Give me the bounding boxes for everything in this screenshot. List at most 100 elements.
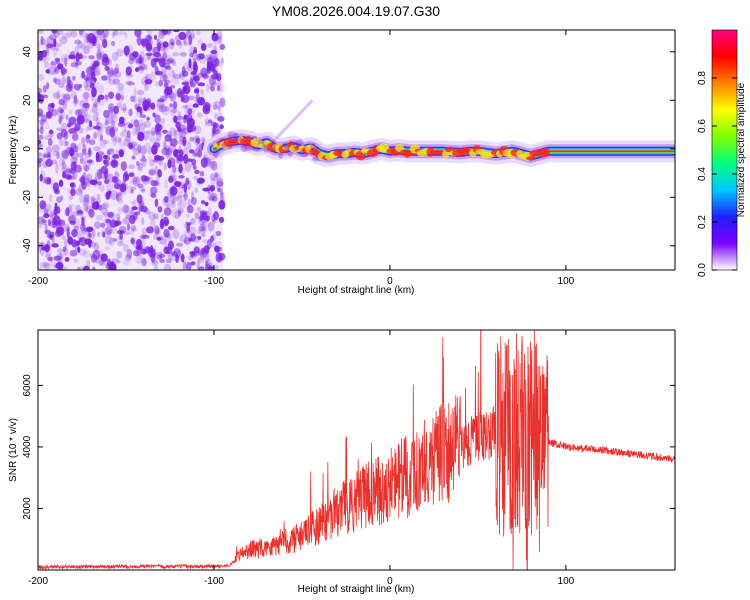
- noise-blob: [213, 57, 220, 67]
- noise-blob: [192, 152, 198, 157]
- noise-blob: [76, 109, 84, 117]
- faint-streak: [274, 99, 314, 141]
- noise-blob: [162, 73, 168, 83]
- noise-blob: [214, 264, 219, 270]
- noise-blob: [154, 198, 159, 208]
- noise-blob: [39, 156, 46, 161]
- spectrogram-panel: -200 -100 0 100 40 20 0 -20 -40 Height of strai…: [8, 29, 676, 296]
- noise-blob: [204, 105, 212, 115]
- noise-blob: [204, 157, 212, 167]
- noise-blob: [105, 182, 114, 191]
- noise-blob: [87, 199, 92, 205]
- noise-blob: [178, 128, 187, 139]
- noise-blob: [176, 115, 184, 121]
- colorbar: 0.0 0.2 0.4 0.6 0.8 Normalized spectral ampl…: [697, 29, 747, 277]
- noise-blob: [118, 142, 126, 147]
- noise-blob: [64, 130, 69, 140]
- noise-blob: [109, 265, 117, 270]
- noise-blob: [197, 82, 206, 87]
- noise-blob: [183, 114, 188, 120]
- noise-blob: [127, 81, 135, 86]
- noise-blob: [79, 157, 88, 164]
- noise-blob: [197, 216, 206, 226]
- noise-blob: [46, 146, 52, 155]
- noise-blob: [193, 88, 200, 94]
- noise-blob: [108, 78, 116, 86]
- snr-y-ticks: 2000 4000 6000: [22, 374, 675, 520]
- noise-blob: [59, 108, 64, 114]
- noise-blob: [93, 131, 98, 140]
- noise-blob: [219, 188, 224, 197]
- noise-blob: [125, 214, 132, 219]
- noise-blob: [48, 233, 54, 240]
- noise-blob: [188, 226, 197, 236]
- noise-blob: [89, 120, 93, 128]
- noise-blob: [156, 104, 164, 113]
- noise-blob: [88, 139, 96, 146]
- noise-blob: [128, 58, 135, 65]
- noise-blob: [81, 225, 87, 235]
- noise-blob: [58, 179, 64, 187]
- noise-blob: [158, 79, 164, 87]
- noise-blob: [112, 238, 118, 242]
- noise-blob: [85, 205, 94, 214]
- noise-blob: [108, 75, 112, 81]
- noise-blob: [208, 78, 217, 86]
- noise-blob: [58, 156, 63, 167]
- noise-blob: [62, 223, 70, 232]
- noise-blob: [63, 94, 71, 103]
- colorbar-tick-label: 0.6: [697, 119, 708, 133]
- noise-blob: [217, 105, 222, 112]
- noise-blob: [39, 265, 43, 270]
- noise-blob: [96, 232, 101, 237]
- noise-blob: [124, 33, 128, 39]
- noise-blob: [123, 138, 131, 147]
- noise-blob: [78, 51, 83, 56]
- noise-blob: [211, 233, 216, 242]
- noise-blob: [96, 42, 101, 52]
- noise-blob: [207, 191, 216, 202]
- noise-blob: [77, 40, 83, 49]
- noise-blob: [38, 157, 43, 164]
- noise-blob: [112, 153, 120, 159]
- noise-blob: [197, 215, 203, 222]
- noise-blob: [56, 196, 62, 203]
- noise-blob: [88, 208, 95, 218]
- noise-blob: [144, 142, 151, 147]
- noise-blob: [131, 206, 138, 211]
- noise-blob: [150, 129, 158, 134]
- noise-blob: [193, 246, 200, 254]
- noise-blob: [43, 213, 50, 219]
- noise-blob: [214, 241, 222, 245]
- noise-blob: [106, 78, 111, 85]
- noise-blob: [184, 105, 189, 115]
- noise-blob: [156, 37, 160, 42]
- noise-blob: [61, 76, 67, 85]
- noise-blob: [205, 83, 210, 92]
- noise-blob: [104, 170, 109, 180]
- noise-blob: [110, 214, 115, 220]
- noise-blob: [123, 124, 127, 134]
- noise-blob: [190, 197, 197, 206]
- noise-blob: [197, 39, 203, 45]
- noise-blob: [148, 155, 153, 162]
- noise-blob: [219, 43, 226, 50]
- noise-blob: [195, 135, 200, 140]
- noise-blob: [172, 100, 178, 110]
- noise-blob: [69, 182, 76, 189]
- noise-blob: [137, 119, 144, 127]
- noise-blob: [53, 208, 58, 216]
- noise-blob: [47, 66, 52, 75]
- noise-blob: [53, 30, 60, 39]
- noise-blob: [178, 139, 186, 145]
- noise-blob: [47, 102, 55, 113]
- noise-blob: [184, 239, 188, 244]
- noise-blob: [99, 134, 104, 142]
- noise-blob: [123, 205, 131, 215]
- noise-blob: [148, 169, 156, 176]
- colorbar-ramp: [711, 29, 738, 271]
- noise-blob: [193, 165, 197, 170]
- noise-blob: [174, 35, 182, 42]
- noise-blob: [185, 213, 191, 219]
